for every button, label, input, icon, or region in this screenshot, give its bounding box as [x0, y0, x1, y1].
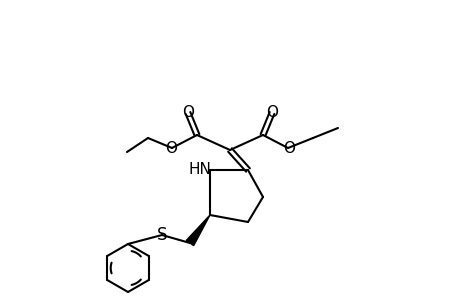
Text: O: O — [282, 140, 294, 155]
Text: O: O — [182, 104, 194, 119]
Text: S: S — [157, 226, 167, 244]
Text: O: O — [165, 140, 177, 155]
Text: HN: HN — [188, 161, 211, 176]
Polygon shape — [186, 215, 210, 246]
Text: O: O — [265, 104, 277, 119]
